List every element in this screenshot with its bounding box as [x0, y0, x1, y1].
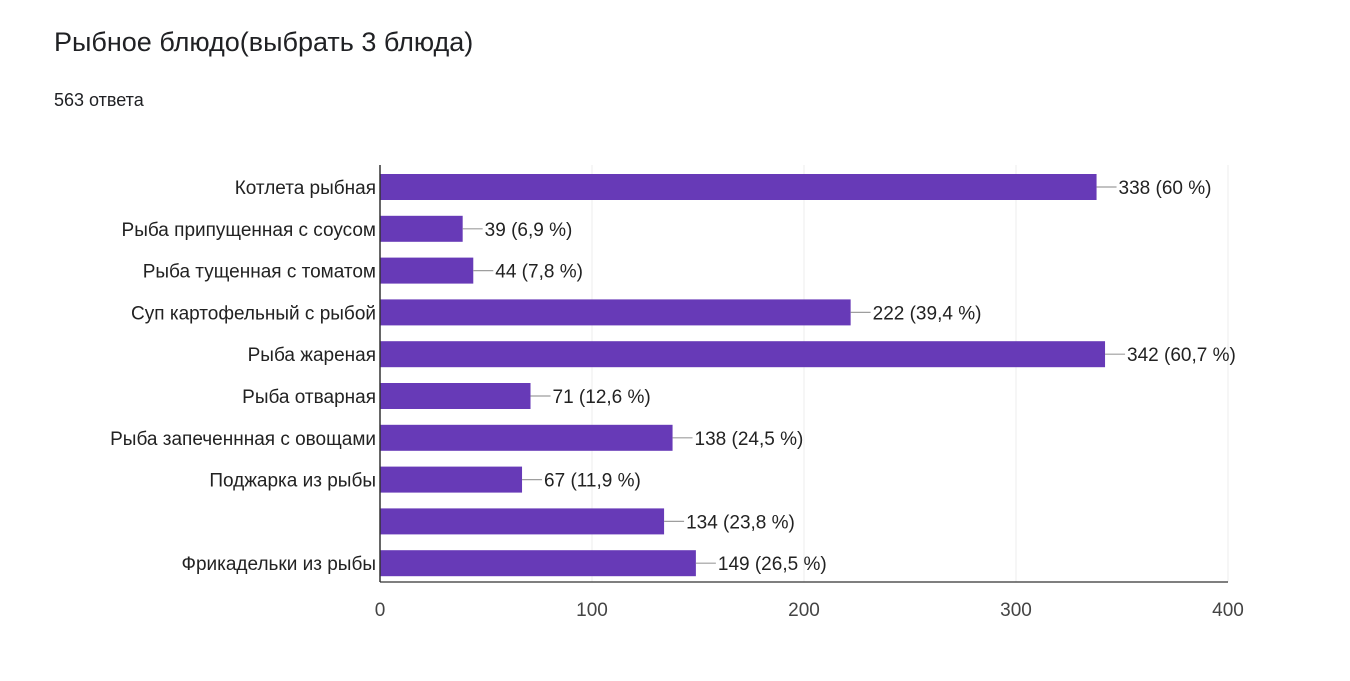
category-label: Поджарка из рыбы — [209, 471, 376, 492]
bar-value-label: 71 (12,6 %) — [553, 387, 651, 408]
bar — [380, 215, 463, 242]
bar-value-label: 149 (26,5 %) — [718, 554, 827, 575]
category-label: Рыба отварная — [242, 387, 376, 408]
bar-value-label: 338 (60 %) — [1119, 178, 1212, 199]
category-label: Суп картофельный с рыбой — [131, 303, 376, 324]
bar-value-label: 222 (39,4 %) — [873, 303, 982, 324]
x-tick-label: 0 — [375, 600, 386, 621]
bar-value-label: 44 (7,8 %) — [495, 262, 583, 283]
category-label: Рыба припущенная с соусом — [122, 220, 376, 241]
category-label: Рыба запеченнная с овощами — [110, 429, 376, 450]
bar — [380, 466, 523, 493]
category-label: Котлета рыбная — [235, 178, 376, 199]
bar-value-label: 134 (23,8 %) — [686, 512, 795, 533]
category-label: Рыба тущенная с томатом — [143, 262, 376, 283]
bar — [380, 383, 531, 409]
bar — [380, 299, 851, 326]
x-tick-label: 100 — [576, 600, 608, 621]
bar — [380, 508, 665, 535]
bar — [380, 341, 1106, 368]
bar-value-label: 67 (11,9 %) — [544, 471, 641, 492]
bar — [380, 174, 1097, 200]
chart-title: Рыбное блюдо(выбрать 3 блюда) — [54, 27, 474, 57]
bar-value-label: 138 (24,5 %) — [695, 429, 804, 450]
bar-value-label: 342 (60,7 %) — [1127, 345, 1236, 366]
x-tick-label: 200 — [788, 600, 820, 621]
category-label: Рыба жареная — [248, 345, 376, 366]
bar — [380, 550, 696, 577]
bar — [380, 257, 474, 284]
x-tick-label: 300 — [1000, 600, 1032, 621]
category-label: Фрикадельки из рыбы — [182, 554, 377, 575]
x-tick-label: 400 — [1212, 600, 1244, 621]
bar — [380, 424, 673, 451]
bar-value-label: 39 (6,9 %) — [485, 220, 573, 241]
response-count: 563 ответа — [54, 90, 144, 110]
